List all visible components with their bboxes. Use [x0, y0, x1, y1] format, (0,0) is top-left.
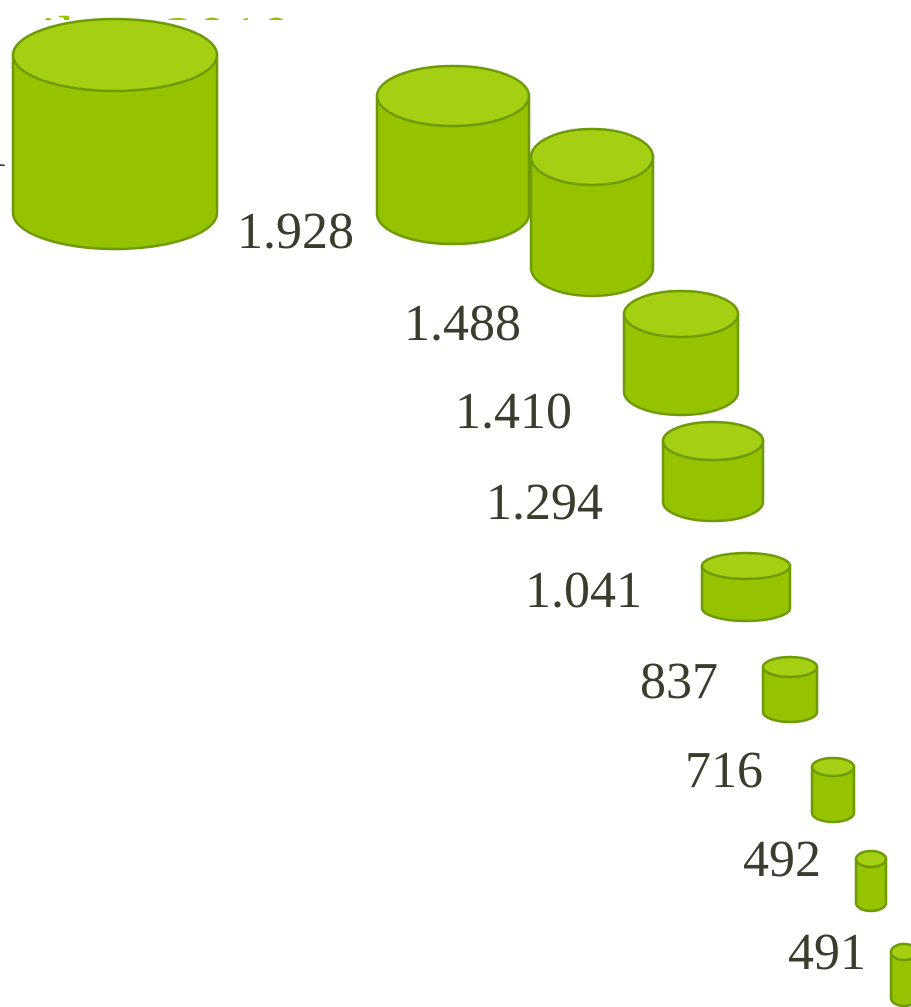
cylinder-leading-side: [11, 53, 219, 251]
cylinder-8-side: [854, 857, 888, 913]
value-label-2: 1.488: [404, 295, 521, 352]
value-label-8: 492: [743, 831, 821, 888]
cylinder-leading-top: [11, 17, 219, 93]
cylinder-2-side: [529, 155, 655, 298]
cylinder-6: [761, 655, 819, 724]
cylinder-7: [810, 756, 856, 824]
cylinder-9-top: [889, 942, 911, 962]
cylinder-3: [622, 289, 740, 417]
cylinder-9: [889, 942, 911, 1007]
cylinder-8-top: [854, 849, 888, 869]
cylinder-4-side: [661, 439, 765, 523]
value-label-group: 1.928 1.488 1.410 1.294 1.041 837 716 492 491: [237, 203, 866, 981]
value-label-6: 837: [640, 653, 718, 710]
cylinder-7-side: [810, 765, 856, 824]
cylinder-3-side: [622, 312, 740, 417]
chart-title-fragment: mil ca 2010 reg: [0, 3, 390, 74]
cylinder-3-top: [622, 289, 740, 339]
cylinder-6-side: [761, 665, 819, 724]
cylinder-8: [854, 849, 888, 913]
cylinder-1: [375, 64, 531, 246]
cylinder-leading: [11, 17, 219, 251]
value-label-3: 1.410: [455, 383, 572, 440]
cylinder-5-side: [700, 564, 792, 623]
cylinder-2-top: [529, 127, 655, 187]
cylinder-6-top: [761, 655, 819, 679]
cylinder-9-side: [889, 950, 911, 1007]
value-label-4: 1.294: [486, 474, 603, 531]
value-label-1: 1.928: [237, 203, 354, 260]
cylinder-4-top: [661, 420, 765, 462]
cylinder-1-side: [375, 94, 531, 246]
value-label-9: 491: [788, 924, 866, 981]
cylinder-group: [11, 17, 911, 1007]
cylinder-5-top: [700, 551, 792, 581]
cylinder-2: [529, 127, 655, 298]
cylinder-4: [661, 420, 765, 523]
value-label-fragment: 1: [0, 121, 8, 178]
value-label-5: 1.041: [525, 562, 642, 619]
cylinder-7-top: [810, 756, 856, 778]
value-label-7: 716: [685, 742, 763, 799]
cylinder-1-top: [375, 64, 531, 128]
cylinder-5: [700, 551, 792, 623]
